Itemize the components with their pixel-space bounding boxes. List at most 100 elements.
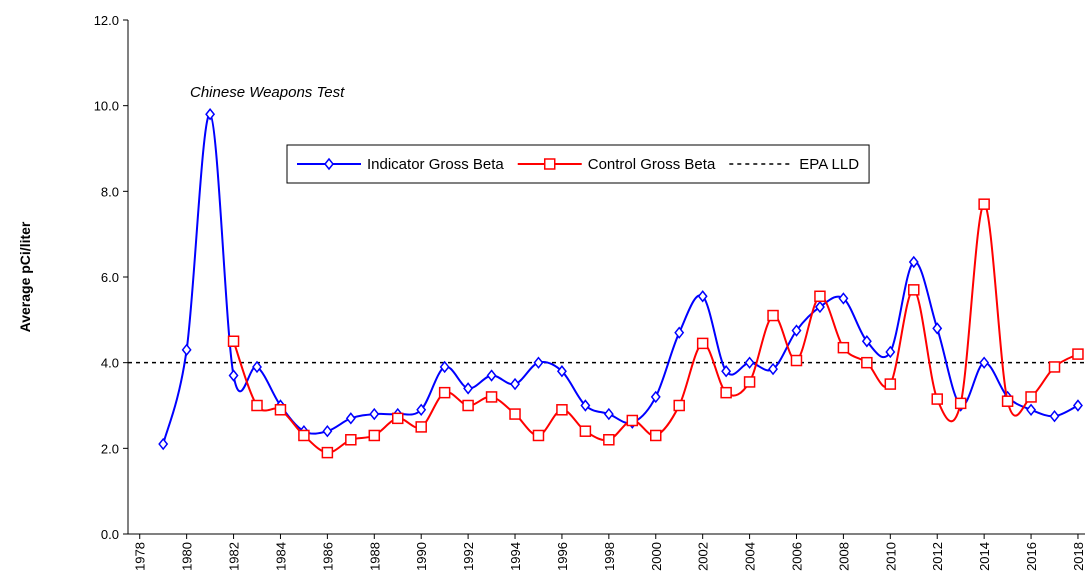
x-tick-label: 2006 — [789, 542, 804, 571]
marker — [205, 108, 216, 121]
marker — [369, 407, 380, 421]
marker — [322, 424, 333, 438]
marker — [158, 437, 169, 451]
marker — [579, 425, 592, 437]
marker — [1049, 410, 1060, 423]
y-tick-label: 6.0 — [101, 270, 119, 285]
marker — [1072, 399, 1083, 412]
marker — [345, 434, 357, 446]
marker — [861, 356, 873, 369]
marker — [721, 365, 732, 378]
x-tick-label: 1992 — [461, 542, 476, 571]
marker — [744, 356, 755, 369]
y-tick-label: 8.0 — [101, 184, 119, 199]
x-tick-label: 1982 — [227, 542, 242, 571]
x-tick-label: 2002 — [696, 542, 711, 571]
marker — [227, 335, 240, 347]
marker — [673, 399, 685, 412]
marker — [509, 408, 521, 420]
y-tick-label: 12.0 — [94, 13, 119, 28]
legend-marker — [543, 158, 556, 170]
x-tick-label: 2018 — [1071, 542, 1086, 571]
marker — [391, 412, 404, 425]
marker — [321, 446, 334, 459]
marker — [532, 429, 545, 442]
x-tick-label: 1984 — [273, 542, 288, 571]
x-tick-label: 1986 — [320, 542, 335, 571]
x-tick-label: 2012 — [930, 542, 945, 571]
marker — [931, 393, 943, 405]
x-tick-label: 1996 — [555, 542, 570, 571]
legend-label: Control Gross Beta — [588, 156, 716, 173]
x-tick-label: 1998 — [602, 542, 617, 571]
marker — [251, 399, 263, 412]
marker — [791, 324, 802, 337]
y-tick-label: 4.0 — [101, 356, 119, 371]
x-tick-label: 1980 — [180, 542, 195, 571]
marker — [1072, 348, 1084, 360]
marker — [979, 356, 990, 369]
y-axis-label: Average pCi/liter — [17, 221, 33, 332]
marker — [697, 290, 708, 303]
marker — [884, 378, 897, 390]
marker — [438, 386, 451, 399]
marker — [415, 421, 427, 433]
marker — [1048, 361, 1061, 373]
y-tick-label: 0.0 — [101, 527, 119, 542]
marker — [767, 309, 779, 322]
marker — [720, 386, 732, 399]
marker — [486, 369, 497, 382]
legend: Indicator Gross Beta Control Gross Beta EP… — [286, 144, 870, 184]
x-tick-label: 2010 — [883, 542, 898, 571]
marker — [837, 341, 850, 354]
x-tick-label: 1988 — [367, 542, 382, 571]
marker — [345, 412, 356, 425]
marker — [228, 369, 239, 382]
marker — [510, 377, 520, 391]
x-tick-label: 2000 — [649, 542, 664, 571]
annotation: Chinese Weapons Test — [190, 84, 345, 101]
marker — [861, 335, 872, 348]
marker — [416, 403, 427, 416]
marker — [908, 255, 919, 269]
marker — [556, 404, 568, 416]
marker — [533, 356, 544, 369]
marker — [1026, 403, 1037, 416]
x-tick-label: 1978 — [133, 542, 148, 571]
marker — [298, 429, 310, 442]
x-tick-label: 1994 — [508, 542, 523, 571]
marker — [932, 322, 943, 335]
marker — [626, 414, 639, 427]
marker — [650, 429, 662, 442]
marker — [1025, 391, 1037, 403]
marker — [556, 365, 567, 378]
marker — [274, 404, 287, 416]
x-tick-label: 2004 — [743, 542, 758, 571]
marker — [463, 382, 474, 395]
marker — [580, 399, 591, 412]
y-tick-label: 10.0 — [94, 99, 119, 114]
marker — [790, 354, 803, 367]
marker — [603, 434, 615, 446]
marker — [674, 326, 685, 339]
marker — [743, 376, 756, 388]
marker — [439, 360, 450, 374]
marker — [462, 399, 474, 412]
legend-label: Indicator Gross Beta — [367, 156, 504, 173]
marker — [954, 397, 967, 410]
marker — [814, 290, 826, 303]
marker — [814, 300, 825, 314]
marker — [1001, 395, 1014, 407]
x-tick-label: 2008 — [836, 542, 851, 571]
marker — [603, 407, 614, 421]
marker — [978, 198, 990, 210]
x-tick-label: 1990 — [414, 542, 429, 571]
marker — [768, 362, 778, 376]
marker — [485, 391, 498, 403]
marker — [368, 429, 381, 442]
marker — [885, 345, 896, 359]
marker — [181, 343, 192, 357]
marker — [252, 360, 262, 374]
y-tick-label: 2.0 — [101, 441, 119, 456]
